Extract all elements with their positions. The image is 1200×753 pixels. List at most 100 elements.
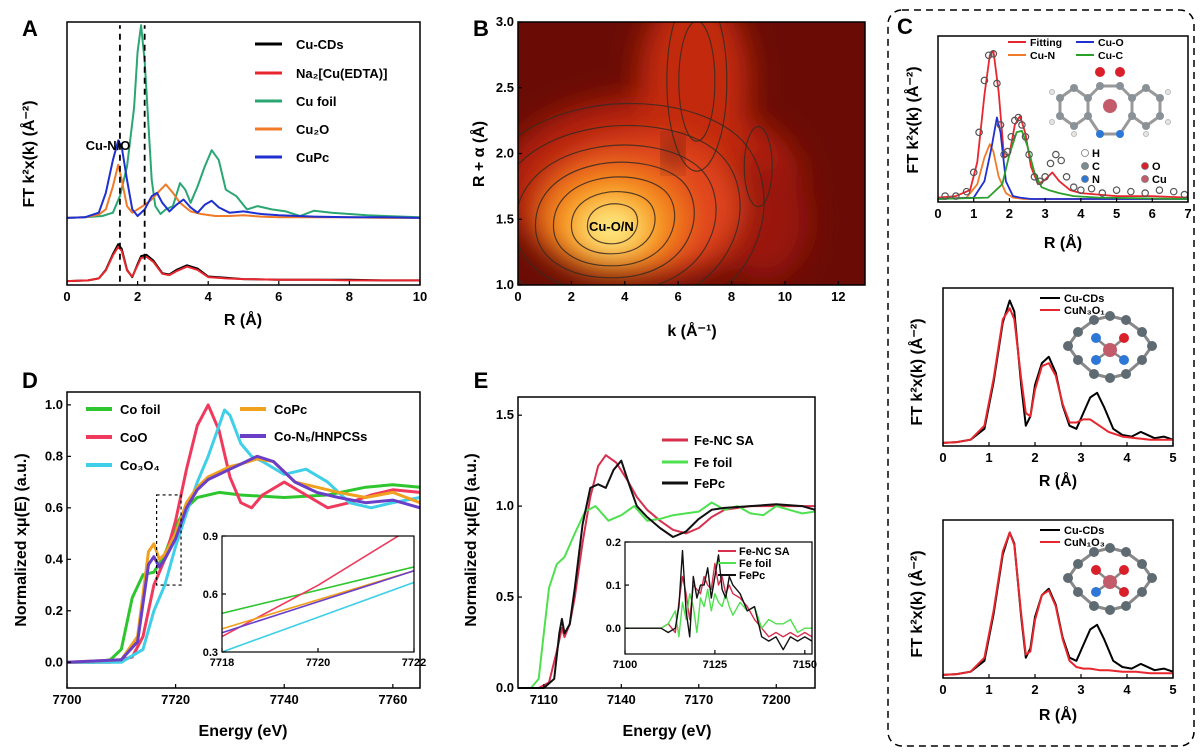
atom: [1156, 112, 1164, 120]
legend-label: Cu₂O: [296, 122, 329, 137]
atom: [1119, 565, 1129, 575]
data-point: [1077, 186, 1085, 194]
y-tick-label: 0.2: [45, 603, 63, 618]
atom: [1103, 99, 1117, 113]
y-axis-label: Normalized xμ(E) (a.u.): [463, 453, 480, 626]
series-line-Fe-NC SA: [518, 454, 815, 689]
x-tick-label: 7: [1184, 206, 1191, 221]
legend-label: Cu-O: [1098, 37, 1124, 49]
atom: [1119, 333, 1129, 343]
legend-label: CoO: [120, 430, 147, 445]
atom: [1137, 327, 1147, 337]
atom: [1089, 369, 1099, 379]
legend-label: Co foil: [120, 402, 160, 417]
series-line-CuPc: [66, 139, 421, 219]
inset-frame: [624, 541, 813, 655]
x-tick-label: 8: [728, 289, 735, 304]
atom: [1096, 82, 1104, 90]
legend-label: Co₃O₄: [120, 458, 160, 473]
x-axis-label: Energy (eV): [623, 723, 712, 740]
data-point: [1112, 186, 1121, 194]
data-point: [1030, 173, 1039, 181]
legend-label: CuPc: [296, 150, 329, 165]
atom: [1089, 601, 1099, 611]
x-axis-label: R (Å): [224, 310, 262, 329]
data-point: [1018, 121, 1026, 129]
atom-legend-label: N: [1092, 174, 1100, 186]
x-tick-label: 3: [1077, 450, 1084, 465]
plot-frame-c2: [942, 287, 1174, 447]
series-line-Fitting: [937, 49, 1189, 199]
x-tick-label: 3: [1077, 682, 1084, 697]
data-point: [1062, 173, 1071, 181]
atom: [1119, 587, 1129, 597]
atom: [1105, 373, 1115, 383]
legend-label: Cu-N: [1030, 50, 1055, 62]
atom: [1049, 89, 1055, 95]
atom: [1070, 84, 1078, 92]
x-tick-label: 4: [1123, 682, 1131, 697]
series-line-CoO: [67, 403, 421, 664]
x-tick-label: 7170: [684, 692, 713, 707]
atom: [1103, 575, 1117, 589]
inset-background: [222, 536, 414, 652]
series-line-CuN₃O₁: [942, 307, 1173, 444]
y-axis-label: R + α (Å): [469, 121, 488, 187]
inset-plot-e: [625, 549, 812, 651]
y-tick-label: 0.4: [45, 551, 64, 566]
data-point: [1098, 189, 1107, 197]
y-tick-label: 2.0: [496, 146, 514, 161]
plot-frame-e: [517, 396, 816, 689]
heatmap-intensity-blob: [585, 210, 638, 247]
atom: [1121, 547, 1131, 557]
data-point: [1052, 150, 1060, 159]
y-tick-label: 0.2: [606, 537, 621, 549]
atom: [1128, 94, 1136, 102]
legend-label: Fe foil: [694, 455, 732, 470]
series-line-Na₂[Cu(EDTA)]: [66, 245, 420, 283]
contour-line: [518, 144, 717, 285]
atom-legend-marker: [1081, 175, 1089, 183]
data-point: [1007, 132, 1016, 141]
atom: [1142, 122, 1150, 130]
atom: [1073, 559, 1083, 569]
atom: [1049, 119, 1055, 125]
panel-label: A: [22, 16, 38, 41]
legend-label: FePc: [739, 570, 765, 582]
inset-series-line: [625, 549, 812, 651]
legend-label: Cu-C: [1098, 50, 1123, 62]
data-point: [1021, 132, 1030, 141]
zoom-region-box: [156, 494, 182, 586]
data-point: [1069, 183, 1078, 191]
data-point: [1035, 177, 1044, 186]
x-axis-label: R (Å): [1044, 233, 1082, 252]
atom: [1089, 315, 1099, 325]
panel-label: D: [22, 368, 38, 393]
x-tick-label: 3: [1042, 206, 1049, 221]
heatmap-intensity-blob: [718, 159, 809, 280]
x-tick-label: 5: [1169, 682, 1176, 697]
x-axis-label: R (Å): [1039, 471, 1077, 490]
legend-label: CoPc: [274, 402, 307, 417]
x-tick-label: 10: [778, 289, 792, 304]
atom: [1095, 67, 1105, 77]
x-tick-label: 7740: [270, 692, 299, 707]
legend-label: Fitting: [1030, 37, 1062, 49]
atom: [1091, 565, 1101, 575]
data-point: [996, 121, 1005, 129]
data-point: [962, 187, 971, 196]
atom-legend-label: O: [1152, 161, 1161, 173]
data-point: [975, 128, 983, 137]
atom: [1084, 94, 1092, 102]
legend-label: Cu-CDs: [1064, 293, 1104, 305]
legend-label: Cu foil: [296, 94, 336, 109]
x-axis-label: R (Å): [1039, 705, 1077, 724]
x-tick-label: 6: [275, 289, 282, 304]
x-tick-label: 1: [970, 206, 977, 221]
atom: [1156, 94, 1164, 102]
y-tick-label: 0.3: [203, 647, 218, 659]
peak-annotation: Cu-N/O: [86, 138, 131, 153]
x-tick-label: 2: [1031, 450, 1038, 465]
y-tick-label: 2.5: [496, 80, 514, 95]
